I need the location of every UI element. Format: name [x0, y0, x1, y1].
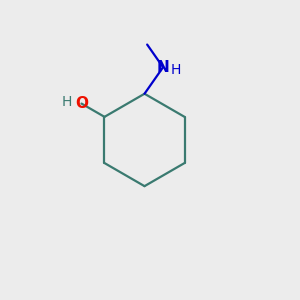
Text: H: H [61, 95, 72, 110]
Text: N: N [157, 60, 169, 75]
Text: O: O [75, 96, 88, 111]
Text: H: H [171, 63, 181, 76]
